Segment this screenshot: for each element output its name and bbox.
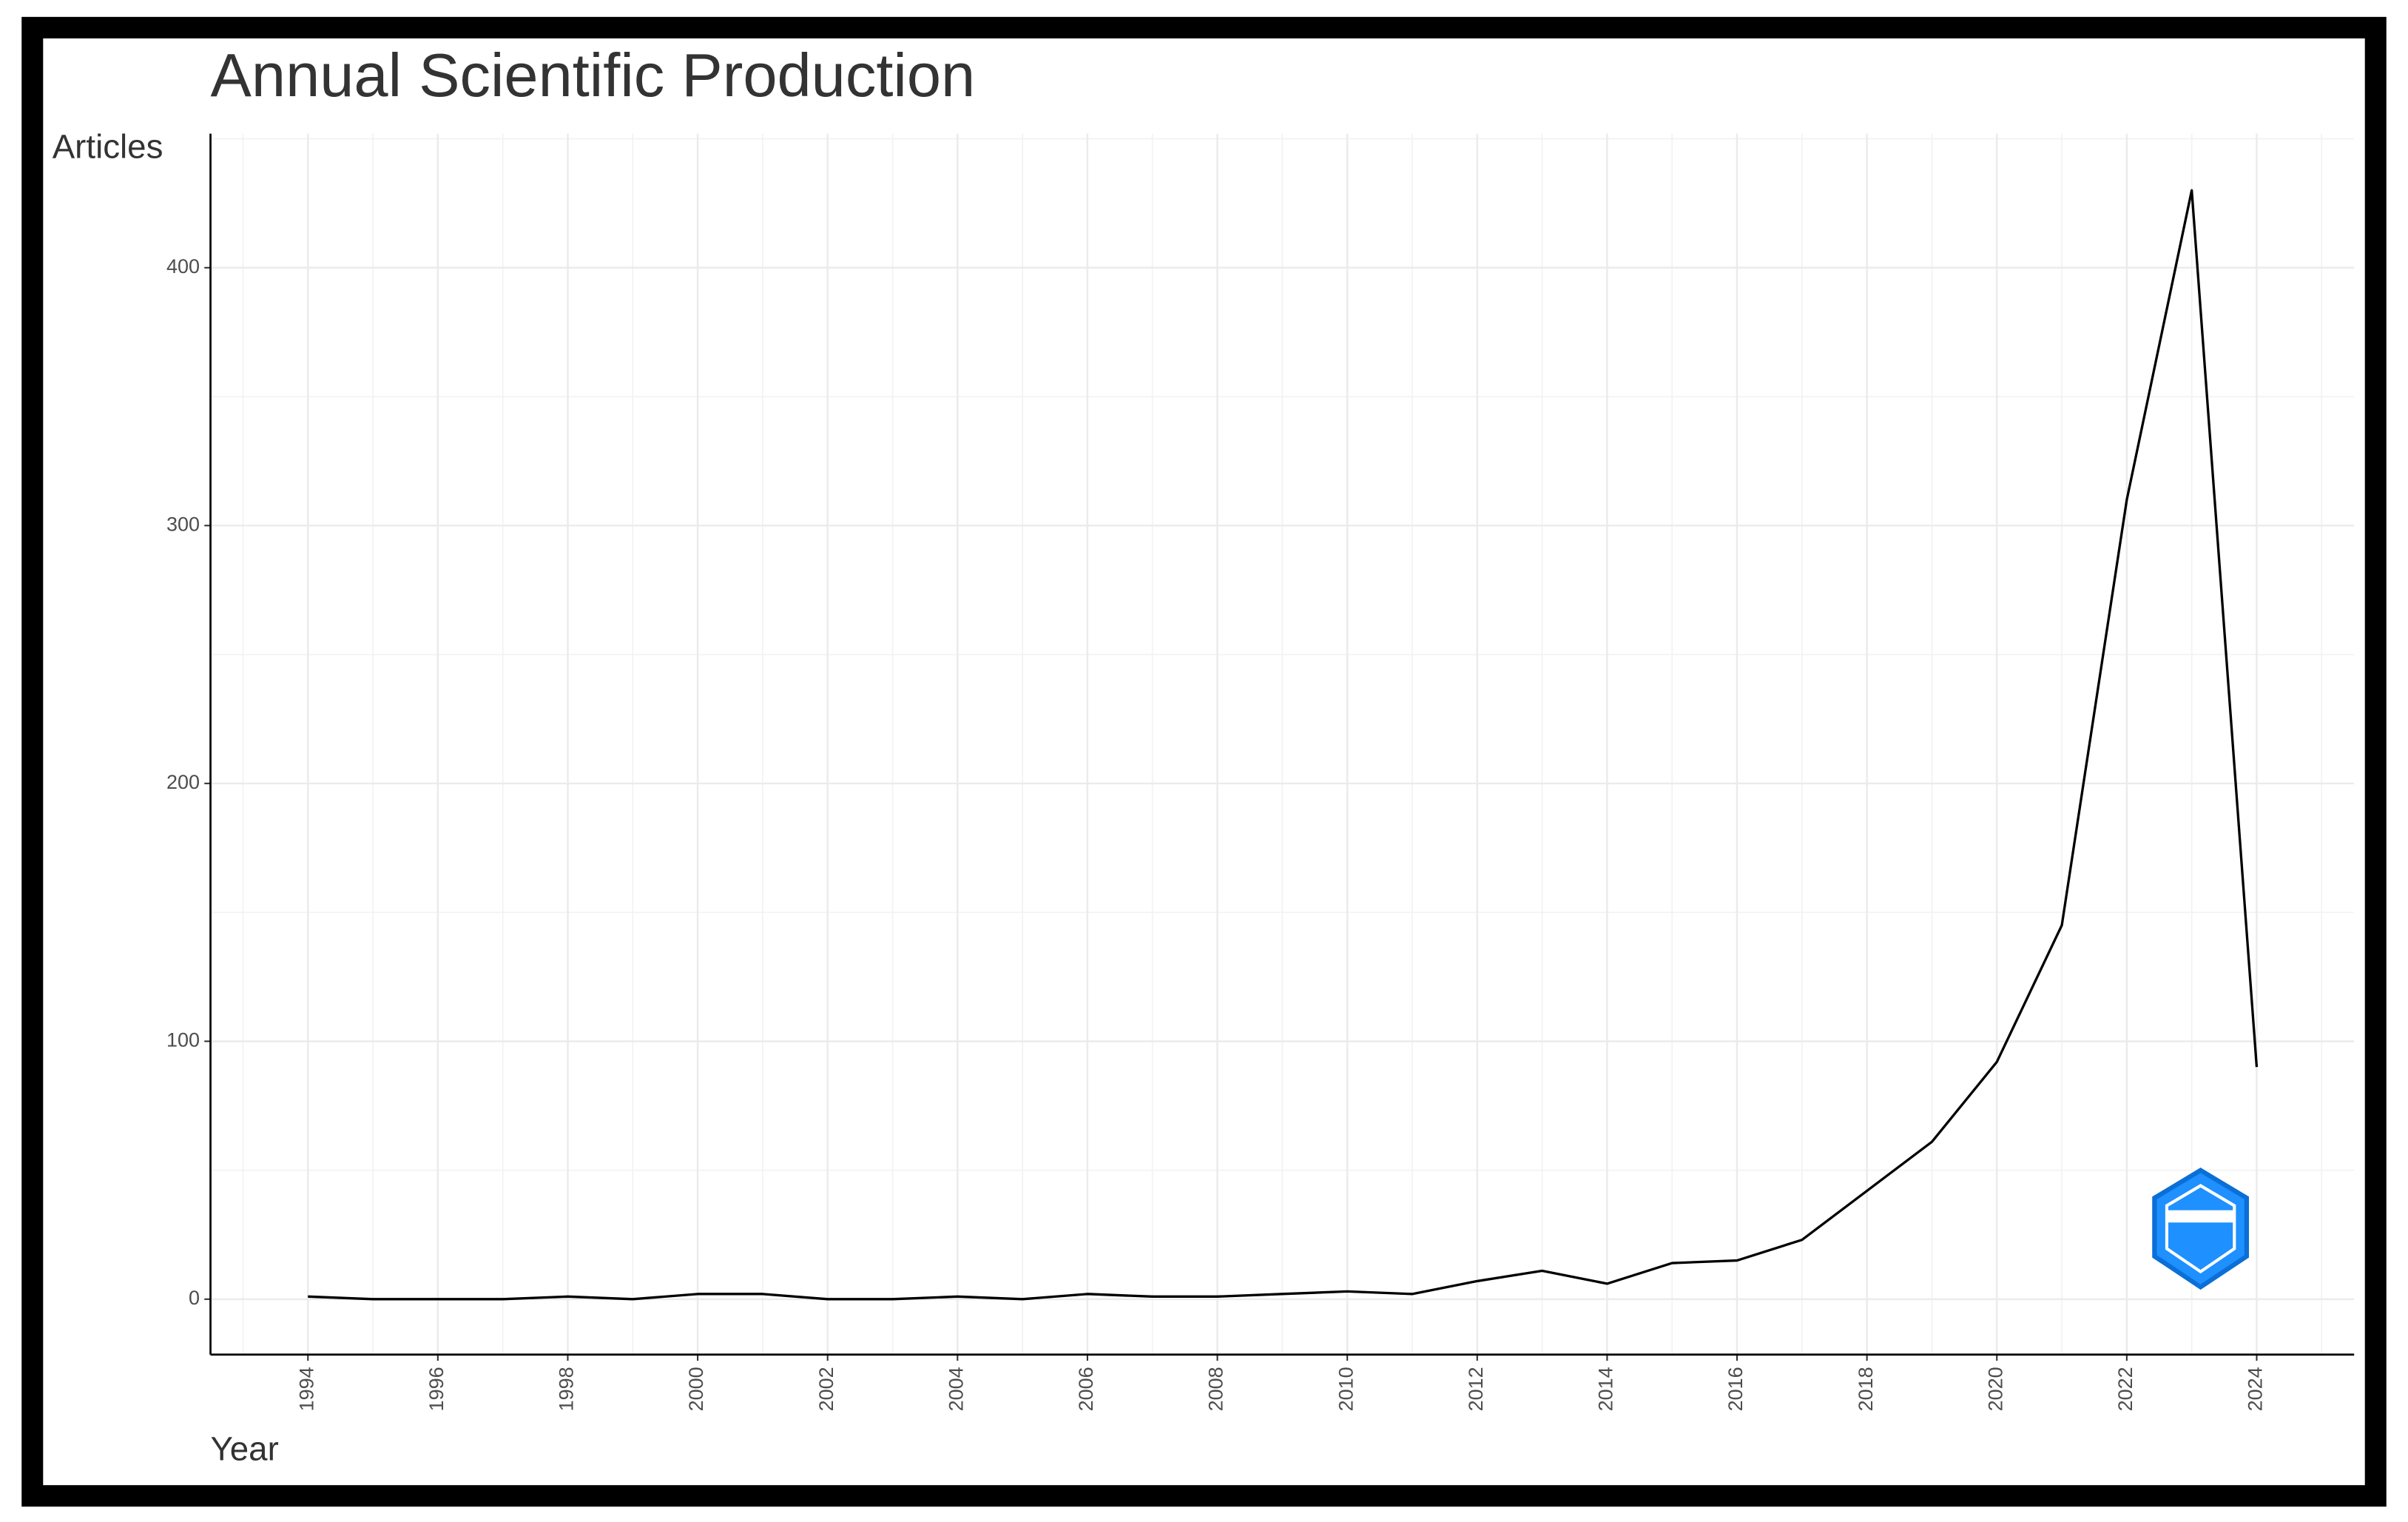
- frame: [21, 16, 2387, 1507]
- grid: 0 100 200 300 400 1994 1996 1998 2000 2002 2004 200…: [166, 133, 2355, 1411]
- x-tick-label: 2018: [1855, 1367, 1877, 1411]
- x-tick-label: 2008: [1205, 1367, 1227, 1411]
- y-tick-label: 0: [189, 1287, 200, 1309]
- x-tick-label: 2010: [1335, 1367, 1357, 1411]
- x-tick-label: 2016: [1724, 1367, 1747, 1411]
- x-tick-label: 2024: [2245, 1367, 2267, 1411]
- x-tick-label: 1996: [425, 1367, 448, 1411]
- data-line: [308, 189, 2259, 1301]
- x-tick-label: 1994: [295, 1367, 317, 1411]
- y-tick-label: 200: [166, 771, 200, 793]
- x-tick-label: 2014: [1595, 1367, 1617, 1411]
- y-tick-label: 100: [166, 1028, 200, 1051]
- logo: [2152, 1168, 2250, 1290]
- logo-inner: [2165, 1184, 2236, 1274]
- plot-area: [308, 189, 2259, 1301]
- y-tick-label: 300: [166, 513, 200, 535]
- x-tick-label: 2020: [1984, 1367, 2006, 1411]
- y-tick-label: 400: [166, 255, 200, 277]
- x-axis-label: Year: [211, 1430, 279, 1468]
- x-tick-label: 2006: [1075, 1367, 1097, 1411]
- chart-title: Annual Scientific Production: [211, 41, 976, 110]
- y-axis-label: Articles: [53, 127, 163, 165]
- x-tick-label: 2000: [685, 1367, 707, 1411]
- x-tick-label: 2012: [1465, 1367, 1487, 1411]
- x-tick-label: 1998: [556, 1367, 578, 1411]
- x-tick-label: 2004: [945, 1367, 967, 1411]
- logo-band: [2166, 1210, 2235, 1223]
- x-tick-label: 2022: [2114, 1367, 2136, 1411]
- x-tick-label: 2002: [815, 1367, 837, 1411]
